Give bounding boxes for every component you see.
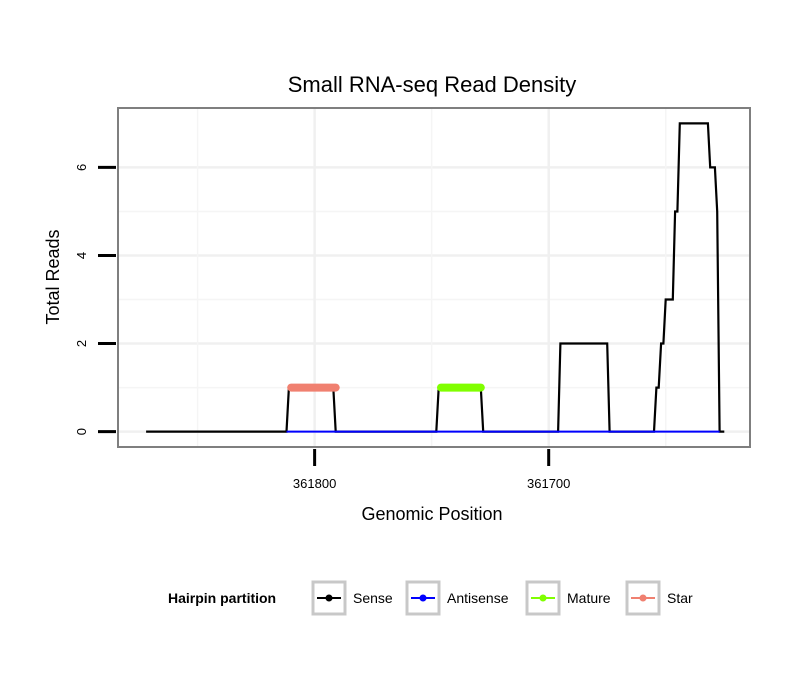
- legend-label-antisense: Antisense: [447, 590, 509, 606]
- chart-title: Small RNA-seq Read Density: [288, 72, 577, 97]
- legend-key-dot-star: [639, 594, 647, 602]
- y-tick-label-2: 2: [74, 340, 89, 347]
- legend-label-star: Star: [667, 590, 693, 606]
- x-tick-label-361800: 361800: [293, 476, 336, 491]
- legend: Hairpin partition Sense Antisense Mature St…: [168, 580, 693, 616]
- plot-border: [117, 107, 751, 448]
- y-axis-title: Total Reads: [43, 229, 63, 324]
- x-tick-label-361700: 361700: [527, 476, 570, 491]
- y-axis: 0 2 4 6: [74, 164, 116, 435]
- legend-title: Hairpin partition: [168, 590, 276, 606]
- legend-item-sense: Sense: [311, 580, 393, 616]
- legend-label-mature: Mature: [567, 590, 611, 606]
- legend-key-dot-mature: [539, 594, 547, 602]
- plot-panel: [118, 108, 750, 447]
- y-tick-label-6: 6: [74, 164, 89, 171]
- legend-item-mature: Mature: [525, 580, 611, 616]
- x-axis-title: Genomic Position: [361, 504, 502, 524]
- legend-item-star: Star: [625, 580, 693, 616]
- y-tick-label-4: 4: [74, 252, 89, 259]
- series-layer: [146, 122, 725, 433]
- legend-item-antisense: Antisense: [405, 580, 509, 616]
- legend-key-dot-antisense: [419, 594, 427, 602]
- y-tick-label-0: 0: [74, 428, 89, 435]
- x-axis: 361800 361700: [293, 449, 570, 491]
- legend-key-dot-sense: [325, 594, 333, 602]
- legend-label-sense: Sense: [353, 590, 393, 606]
